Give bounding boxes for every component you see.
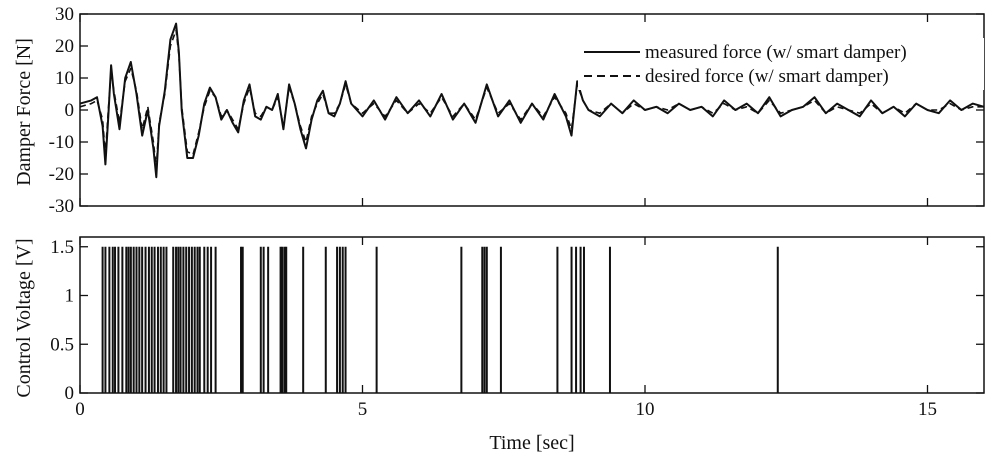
force-y-tick-label: -20 — [49, 164, 74, 185]
voltage-y-tick-label: 0.5 — [50, 334, 74, 355]
x-tick-label: 10 — [636, 399, 655, 420]
force-y-tick-label: -10 — [49, 132, 74, 153]
force-y-tick-label: 10 — [55, 68, 74, 89]
legend: measured force (w/ smart damper) desired… — [578, 38, 984, 90]
force-x-ticks — [79, 14, 929, 206]
legend-label-measured: measured force (w/ smart damper) — [645, 42, 907, 63]
x-tick-label: 0 — [75, 399, 85, 420]
x-tick-label: 15 — [918, 399, 937, 420]
voltage-x-ticks: 0 5 10 15 — [75, 237, 937, 420]
voltage-pulses-group — [101, 246, 779, 393]
series-line-desired-force — [79, 29, 984, 169]
voltage-y-tick-label: 0 — [65, 383, 75, 404]
voltage-panel: 0 0.5 1 1.5 0 5 10 15 Control Voltage [V] Time… — [13, 236, 985, 454]
force-y-tick-label: -30 — [49, 196, 74, 217]
voltage-y-tick-label: 1 — [65, 286, 75, 307]
force-y-tick-label: 30 — [55, 4, 74, 25]
force-y-tick-label: 0 — [65, 100, 75, 121]
x-tick-label: 5 — [358, 399, 368, 420]
x-axis-title: Time [sec] — [489, 432, 574, 454]
voltage-y-ticks: 0 0.5 1 1.5 — [50, 237, 984, 404]
voltage-plot-frame — [79, 236, 985, 394]
voltage-y-tick-label: 1.5 — [50, 237, 74, 258]
voltage-y-axis-title: Control Voltage [V] — [13, 238, 35, 397]
force-y-ticks: -30 -20 -10 0 10 20 30 — [49, 4, 984, 217]
force-y-tick-label: 20 — [55, 36, 74, 57]
force-panel: -30 -20 -10 0 10 20 30 Damper Force [N] measur… — [13, 4, 985, 217]
force-series-group — [79, 22, 985, 179]
force-y-axis-title: Damper Force [N] — [13, 38, 35, 186]
legend-label-desired: desired force (w/ smart damper) — [645, 66, 889, 87]
legend-background — [578, 38, 984, 90]
